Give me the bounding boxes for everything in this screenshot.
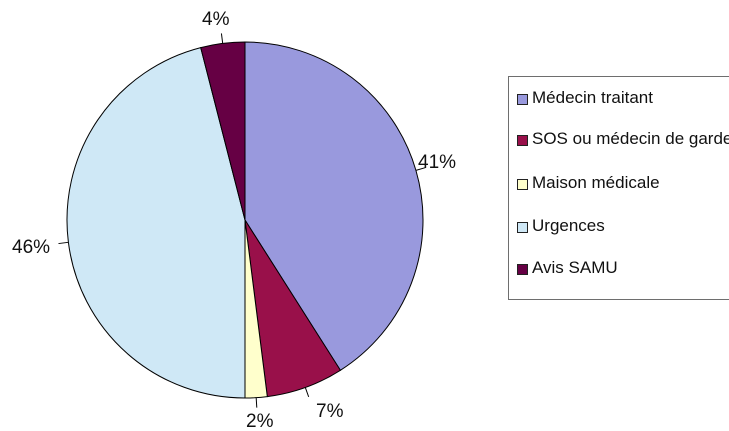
slice-label-avis-samu: 4% xyxy=(202,9,230,30)
leader-line-sos-medecin-garde xyxy=(304,387,310,398)
legend-label-sos-medecin-garde: SOS ou médecin de garde xyxy=(532,129,729,148)
legend-label-medecin-traitant: Médecin traitant xyxy=(532,88,653,107)
leader-line-maison-medicale xyxy=(255,397,258,408)
pie-slice-urgences xyxy=(66,46,246,399)
slice-label-maison-medicale: 2% xyxy=(246,411,274,431)
legend-swatch-sos-medecin-garde xyxy=(517,135,528,146)
pie-slice-avis-samu xyxy=(200,41,246,221)
legend-swatch-medecin-traitant xyxy=(517,94,528,105)
leader-line-avis-samu xyxy=(220,33,224,44)
legend-label-maison-medicale: Maison médicale xyxy=(532,173,660,192)
legend-label-avis-samu: Avis SAMU xyxy=(532,258,618,277)
leader-line-urgences xyxy=(58,241,69,245)
slice-label-medecin-traitant: 41% xyxy=(418,152,456,173)
slice-label-sos-medecin-garde: 7% xyxy=(316,401,344,422)
slice-label-urgences: 46% xyxy=(12,237,50,258)
legend-label-urgences: Urgences xyxy=(532,216,605,235)
pie-slices xyxy=(66,41,424,399)
legend-swatch-avis-samu xyxy=(517,264,528,275)
legend-swatch-urgences xyxy=(517,222,528,233)
leader-line-medecin-traitant xyxy=(415,167,426,171)
chart-legend: Médecin traitant SOS ou médecin de garde… xyxy=(508,76,729,300)
label-leader-lines xyxy=(58,33,426,408)
legend-swatch-maison-medicale xyxy=(517,179,528,190)
